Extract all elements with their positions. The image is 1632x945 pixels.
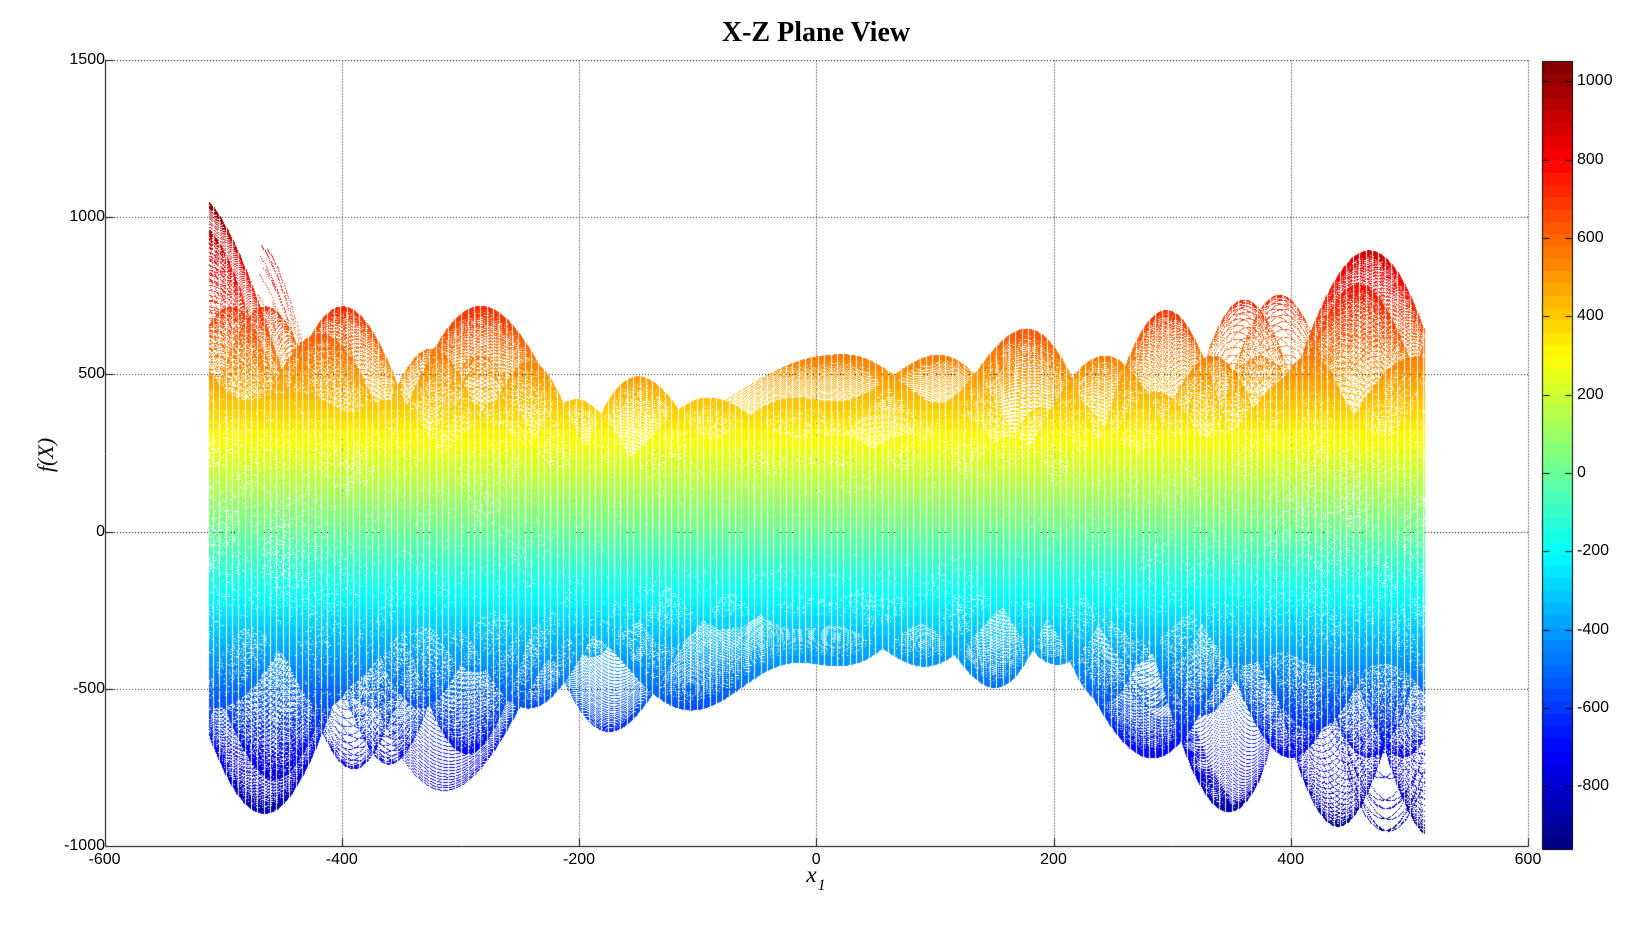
y-tick-label: 1000 [69, 208, 105, 226]
colorbar-tick-label: 400 [1577, 307, 1604, 325]
x-tick-label: 400 [1277, 851, 1305, 868]
colorbar-tick-label: 1000 [1577, 72, 1613, 90]
x-tick-label: 0 [811, 851, 821, 868]
y-tick-label: -500 [72, 679, 105, 697]
y-tick-label: -1000 [64, 837, 105, 854]
y-tick-label: 1500 [69, 51, 105, 68]
colorbar-tick-label: 600 [1577, 228, 1604, 246]
x-tick-label: -200 [562, 851, 596, 868]
colorbar-tick-label: 200 [1577, 385, 1604, 403]
colorbar-tick-label: -200 [1577, 542, 1610, 560]
x-tick-label: -400 [325, 851, 358, 868]
colorbar-tick-label: -600 [1577, 699, 1610, 717]
y-tick-label: 500 [78, 365, 105, 383]
y-axis-label: f(X) [33, 437, 58, 473]
x-tick-label: -600 [88, 851, 121, 868]
colorbar-tick-label: -800 [1577, 777, 1610, 795]
x-axis-label-base: x [806, 862, 817, 887]
chart-title: X-Z Plane View [721, 17, 911, 48]
x-axis-label: x1 [104, 862, 1528, 895]
x-tick-label: 200 [1040, 851, 1067, 868]
x-tick-label: 600 [1514, 851, 1542, 868]
colorbar-tick-label: -400 [1577, 620, 1610, 638]
y-tick-label: 0 [96, 522, 105, 540]
colorbar-tick-label: 800 [1577, 150, 1604, 168]
colorbar-tick-label: 0 [1577, 464, 1586, 482]
x-axis-label-subscript: 1 [817, 877, 826, 894]
